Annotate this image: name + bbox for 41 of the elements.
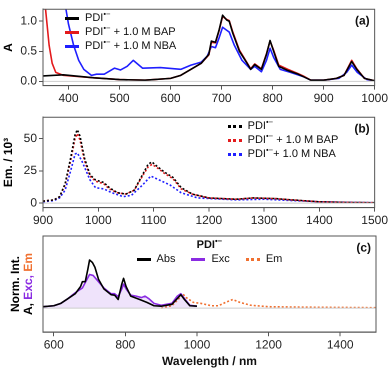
annotation: (a) (354, 14, 370, 28)
y-tick-label: 0 (30, 195, 38, 210)
y-tick-label: 0.5 (20, 44, 38, 58)
x-tick-label: 400 (58, 91, 79, 106)
text: (c) (356, 240, 371, 254)
x-tick-label: 1200 (255, 338, 282, 352)
x-axis-title: Wavelength / nm (162, 354, 257, 368)
legend-label: PDI$^{•−}$ (248, 118, 274, 134)
legend-label: PDI$^{•−}$ + 1.0 M NBA (85, 38, 176, 54)
x-tick-label: 700 (212, 91, 232, 106)
y-tick-label: 25 (24, 163, 38, 178)
x-tick-label: 1100 (140, 213, 167, 228)
x-tick-label: 1400 (306, 213, 334, 228)
x-tick-label: 1500 (361, 213, 388, 228)
x-tick-label: 1000 (84, 213, 112, 228)
legend-title: PDI$^{•−}$ (196, 236, 224, 252)
y-axis-title: Em. / 10³ (0, 138, 15, 188)
legend-label: PDI$^{•−}$+ 1.0 M NBA (248, 146, 336, 162)
legend-label: PDI$^{•−}$ + 1.0 M BAP (248, 132, 338, 148)
x-tick-label: 1000 (184, 338, 211, 352)
x-tick-label: 500 (110, 91, 130, 106)
x-tick-label: 1300 (250, 213, 278, 228)
x-tick-label: 600 (160, 91, 181, 106)
y-tick-label: 50 (24, 131, 38, 146)
x-tick-label: 1000 (361, 91, 388, 106)
annotation: (b) (354, 122, 370, 136)
legend-label: Em (266, 252, 282, 266)
y-tick-label: 0.0 (20, 74, 38, 88)
x-tick-label: 800 (262, 91, 283, 106)
legend-label: PDI$^{•−}$ + 1.0 M BAP (85, 24, 176, 40)
y-tick-label: 1.0 (20, 14, 38, 28)
x-tick-label: 800 (115, 338, 136, 352)
legend-label: Abs (156, 252, 176, 266)
legend-label: Exc (211, 252, 230, 266)
x-tick-label: 1200 (195, 213, 222, 228)
x-tick-label: 1400 (326, 338, 354, 352)
x-tick-label: 900 (32, 213, 54, 228)
x-tick-label: 900 (314, 91, 334, 106)
x-tick-label: 600 (44, 338, 64, 352)
legend-label: PDI$^{•−}$ (85, 10, 111, 26)
y-axis-title: A (0, 43, 14, 52)
